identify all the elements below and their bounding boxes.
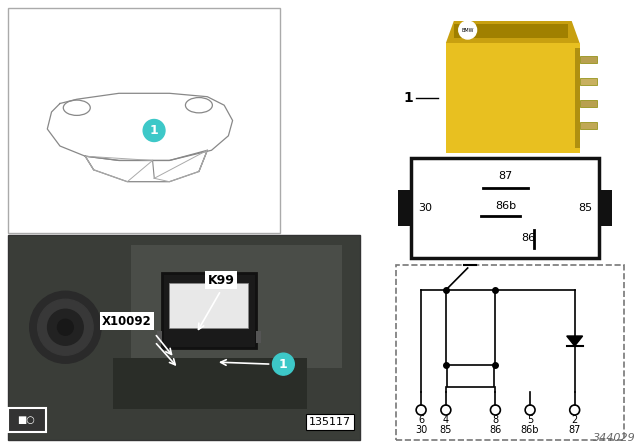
Bar [396, 265, 624, 440]
Text: 86b: 86b [495, 201, 516, 211]
Bar [157, 331, 161, 343]
Bar [454, 24, 568, 38]
Text: 135117: 135117 [309, 417, 351, 427]
Circle shape [273, 353, 294, 375]
Text: 86b: 86b [521, 425, 540, 435]
Bar [8, 408, 45, 432]
Bar [131, 245, 342, 368]
Text: 6: 6 [418, 415, 424, 425]
Circle shape [47, 309, 83, 345]
Bar [580, 122, 598, 129]
Text: 87: 87 [568, 425, 581, 435]
Bar [580, 56, 598, 63]
Bar [580, 100, 598, 107]
Text: X10092: X10092 [102, 314, 152, 327]
Bar [580, 78, 598, 85]
Bar [411, 158, 600, 258]
Bar [398, 190, 411, 226]
Text: 1: 1 [150, 124, 159, 137]
Bar [255, 331, 260, 343]
Text: 87: 87 [498, 171, 513, 181]
Circle shape [38, 299, 93, 355]
Text: BMW: BMW [461, 27, 474, 33]
Text: 4: 4 [443, 415, 449, 425]
Bar [161, 273, 255, 348]
Circle shape [459, 21, 477, 39]
Bar [600, 190, 612, 226]
Text: 30: 30 [418, 203, 432, 213]
Text: 86: 86 [490, 425, 502, 435]
Text: 2: 2 [572, 415, 578, 425]
Bar [575, 48, 580, 148]
Text: ■○: ■○ [17, 415, 35, 425]
Circle shape [143, 120, 165, 142]
Text: 5: 5 [527, 415, 533, 425]
Bar [113, 358, 307, 409]
Bar [447, 365, 495, 387]
Text: 85: 85 [579, 203, 593, 213]
Text: 1: 1 [279, 358, 288, 370]
Circle shape [58, 319, 74, 335]
Text: 8: 8 [492, 415, 499, 425]
Text: K99: K99 [207, 274, 234, 287]
Bar [170, 283, 248, 328]
Bar [8, 235, 360, 440]
Text: 86: 86 [521, 233, 535, 243]
Circle shape [29, 291, 101, 363]
Polygon shape [567, 336, 582, 346]
Text: 344029: 344029 [593, 433, 636, 443]
Text: 30: 30 [415, 425, 428, 435]
Bar [446, 43, 580, 153]
Bar [8, 8, 280, 233]
Polygon shape [446, 21, 580, 43]
Text: 1: 1 [403, 91, 413, 105]
Text: 85: 85 [440, 425, 452, 435]
